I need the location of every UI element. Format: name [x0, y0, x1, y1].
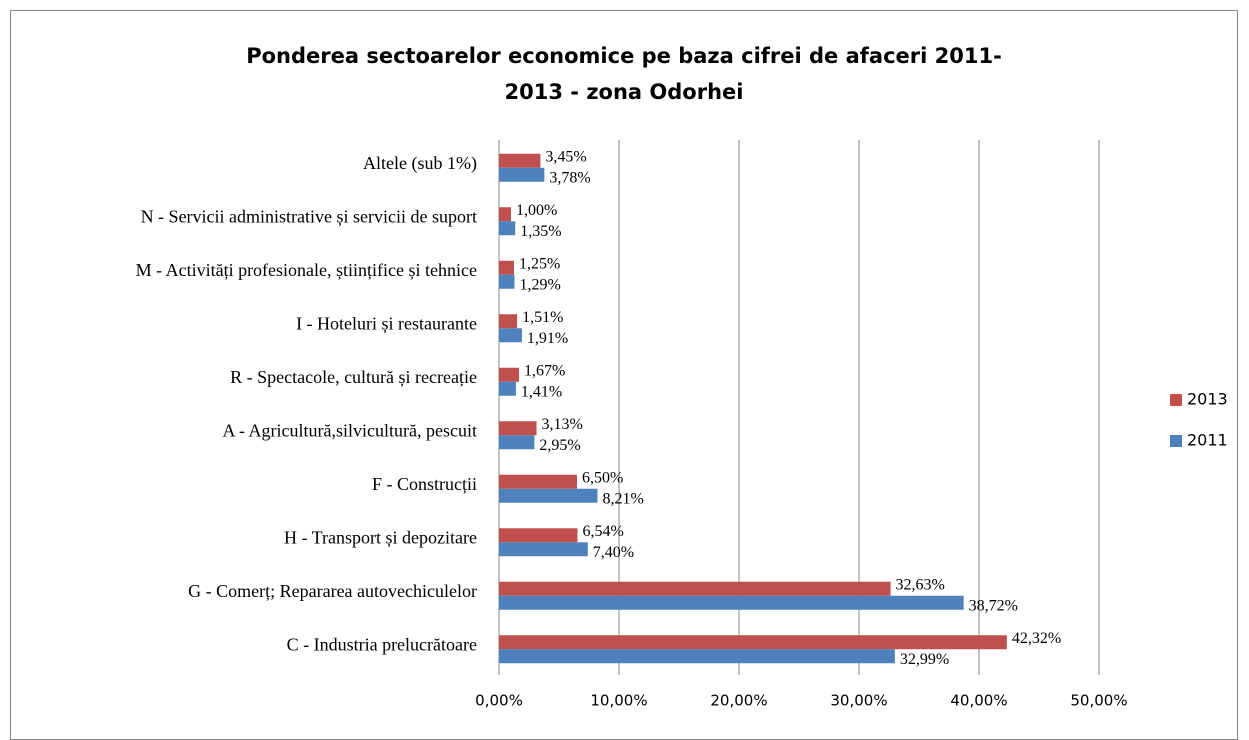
bar — [499, 167, 545, 182]
x-tick-label: 10,00% — [590, 692, 647, 710]
data-label: 8,21% — [603, 490, 644, 507]
chart-title: Ponderea sectoarelor economice pe baza c… — [246, 44, 1002, 104]
bar — [499, 421, 537, 436]
data-label: 6,50% — [582, 469, 623, 486]
bar — [499, 542, 588, 557]
x-tick-label: 40,00% — [950, 692, 1007, 710]
y-tick-label: M - Activități profesionale, științifice… — [136, 260, 477, 280]
legend-swatch — [1170, 435, 1182, 447]
bar — [499, 474, 577, 489]
data-label: 1,35% — [520, 223, 561, 240]
x-tick-label: 20,00% — [710, 692, 767, 710]
data-label: 32,99% — [900, 651, 949, 668]
bar — [499, 260, 514, 275]
legend-label: 2011 — [1187, 431, 1228, 450]
data-label: 1,29% — [519, 276, 560, 293]
data-label: 1,51% — [522, 309, 563, 326]
x-tick-label: 30,00% — [830, 692, 887, 710]
y-tick-label: I - Hoteluri și restaurante — [296, 313, 477, 333]
y-tick-label: G - Comerț; Repararea autovechiculelor — [188, 581, 477, 601]
data-label: 7,40% — [593, 544, 634, 561]
data-label: 1,00% — [516, 202, 557, 219]
legend-label: 2013 — [1187, 390, 1228, 409]
data-label: 3,13% — [542, 416, 583, 433]
bar — [499, 528, 578, 543]
data-label: 6,54% — [582, 523, 623, 540]
bar — [499, 367, 520, 382]
bar — [499, 153, 541, 168]
y-tick-label: H - Transport și depozitare — [284, 527, 477, 547]
bar — [499, 328, 522, 343]
x-tick-label: 0,00% — [475, 692, 523, 710]
bar — [499, 635, 1007, 650]
y-tick-label: N - Servicii administrative și servicii … — [141, 206, 477, 226]
bar — [499, 595, 964, 610]
bar — [499, 314, 518, 329]
y-tick-label: C - Industria prelucrătoare — [287, 634, 477, 654]
data-label: 1,25% — [519, 255, 560, 272]
bar — [499, 221, 516, 236]
data-label: 1,67% — [524, 362, 565, 379]
y-tick-label: R - Spectacole, cultură și recreație — [230, 367, 477, 387]
y-tick-label: F - Construcții — [372, 474, 477, 494]
bar — [499, 274, 515, 289]
bar — [499, 581, 891, 596]
data-label: 1,41% — [521, 383, 562, 400]
data-label: 3,45% — [545, 148, 586, 165]
bar — [499, 207, 511, 222]
bar — [499, 649, 895, 664]
y-tick-label: Altele (sub 1%) — [363, 153, 477, 174]
data-label: 42,32% — [1012, 630, 1061, 647]
x-tick-label: 50,00% — [1070, 692, 1127, 710]
bar — [499, 488, 598, 503]
data-label: 1,91% — [527, 330, 568, 347]
data-label: 38,72% — [969, 597, 1018, 614]
y-tick-label: A - Agricultură,silvicultură, pescuit — [223, 420, 477, 440]
data-label: 3,78% — [549, 169, 590, 186]
bar — [499, 435, 535, 450]
legend-swatch — [1170, 394, 1182, 406]
bar — [499, 381, 516, 396]
data-label: 32,63% — [896, 576, 945, 593]
data-label: 2,95% — [539, 437, 580, 454]
